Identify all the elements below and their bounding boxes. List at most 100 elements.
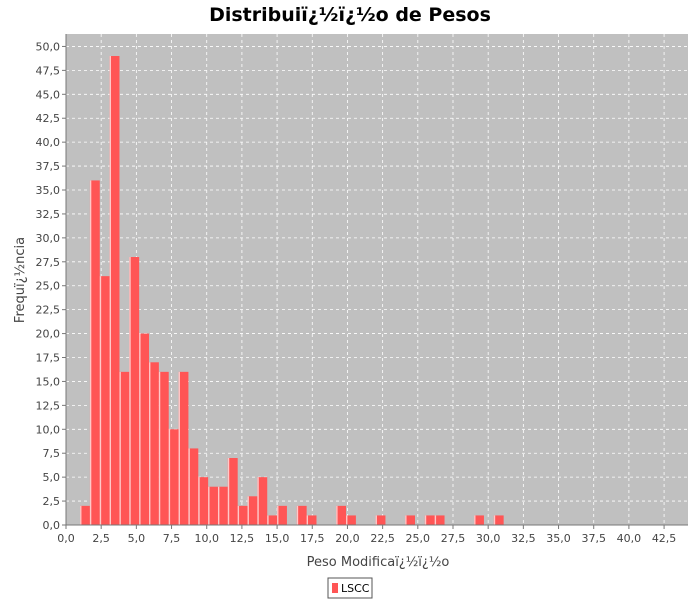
y-tick-label: 42,5	[36, 112, 61, 125]
bar-highlight	[89, 180, 92, 525]
bar-highlight	[277, 505, 279, 525]
histogram-bar	[493, 515, 504, 525]
histogram-bar	[168, 429, 179, 525]
bars	[80, 56, 504, 526]
bar-highlight	[434, 515, 437, 525]
bar-highlight	[257, 477, 259, 525]
x-tick-label: 42,5	[652, 532, 677, 545]
x-axis-label: Peso Modificaï¿½ï¿½o	[307, 555, 450, 570]
histogram-bar	[405, 515, 415, 525]
bar-highlight	[336, 505, 338, 525]
bar-fill	[277, 505, 287, 525]
histogram-bar	[237, 505, 248, 525]
x-tick-label: 5,0	[128, 532, 146, 545]
bar-fill	[129, 257, 140, 525]
bar-highlight	[474, 515, 476, 525]
histogram-bar	[277, 505, 287, 525]
bar-highlight	[80, 505, 82, 525]
histogram-bar	[296, 505, 307, 525]
bar-fill	[247, 496, 258, 525]
histogram-bar	[267, 515, 278, 525]
bar-fill	[424, 515, 435, 525]
x-tick-label: 7,5	[163, 532, 181, 545]
bar-highlight	[198, 477, 200, 525]
y-tick-label: 47,5	[36, 64, 61, 77]
y-tick-label: 32,5	[36, 208, 61, 221]
x-tick-label: 15,0	[265, 532, 290, 545]
bar-fill	[217, 486, 228, 525]
histogram-bar	[208, 486, 218, 525]
y-tick-label: 30,0	[36, 232, 61, 245]
histogram-bar	[198, 477, 209, 525]
y-tick-label: 17,5	[36, 352, 61, 365]
bar-highlight	[493, 515, 496, 525]
y-tick-label: 5,0	[43, 471, 61, 484]
axes: 0,0 2,5 5,0 7,5 10,0 12,5 15,0 17,5 20,0 22,5 25,0…	[36, 34, 688, 545]
bar-fill	[296, 505, 307, 525]
bar-fill	[336, 505, 347, 525]
bar-highlight	[149, 362, 151, 525]
y-tick-label: 0,0	[43, 519, 61, 532]
y-tick-label: 40,0	[36, 136, 61, 149]
legend: LSCC	[327, 577, 373, 599]
bar-highlight	[188, 448, 190, 525]
bar-fill	[89, 180, 100, 525]
x-tick-label: 12,5	[230, 532, 255, 545]
legend-swatch	[332, 583, 338, 593]
x-tick-label: 17,5	[300, 532, 325, 545]
bar-fill	[198, 477, 209, 525]
bar-fill	[188, 448, 199, 525]
bar-fill	[158, 371, 169, 525]
bar-fill	[493, 515, 504, 525]
bar-fill	[237, 505, 248, 525]
histogram-bar	[89, 180, 100, 525]
y-tick-label: 2,5	[43, 495, 61, 508]
x-tick-label: 32,5	[511, 532, 536, 545]
histogram-bar	[178, 371, 189, 525]
bar-highlight	[109, 56, 112, 526]
bar-highlight	[119, 371, 121, 525]
bar-highlight	[208, 486, 210, 525]
bar-highlight	[424, 515, 427, 525]
chart-title: Distribuiï¿½ï¿½o de Pesos	[209, 4, 491, 26]
y-tick-label: 22,5	[36, 304, 61, 317]
bar-fill	[474, 515, 484, 525]
histogram-bar	[99, 276, 110, 525]
histogram-bar	[80, 505, 90, 525]
bar-fill	[405, 515, 415, 525]
histogram-bar	[158, 371, 169, 525]
x-tick-label: 37,5	[581, 532, 606, 545]
bar-fill	[109, 56, 120, 526]
bar-highlight	[296, 505, 299, 525]
histogram-bar	[217, 486, 228, 525]
bar-fill	[139, 333, 150, 525]
bar-highlight	[158, 371, 161, 525]
y-axis-label: Frequï¿½ncia	[13, 237, 28, 323]
legend-label: LSCC	[341, 582, 370, 595]
bar-highlight	[178, 371, 180, 525]
histogram-bar	[346, 515, 356, 525]
bar-highlight	[129, 257, 131, 525]
y-tick-label: 7,5	[43, 447, 61, 460]
y-tick-label: 12,5	[36, 399, 61, 412]
y-tick-label: 10,0	[36, 423, 61, 436]
y-tick-label: 35,0	[36, 184, 61, 197]
y-tick-label: 15,0	[36, 375, 61, 388]
bar-highlight	[99, 276, 102, 525]
bar-fill	[119, 371, 130, 525]
x-tick-label: 20,0	[335, 532, 360, 545]
histogram-bar	[119, 371, 130, 525]
histogram-bar	[336, 505, 347, 525]
histogram-bar	[129, 257, 140, 525]
bar-highlight	[168, 429, 171, 525]
bar-fill	[168, 429, 179, 525]
histogram-bar	[149, 362, 159, 525]
x-tick-label: 25,0	[406, 532, 431, 545]
histogram-bar	[139, 333, 150, 525]
x-tick-label: 40,0	[617, 532, 642, 545]
y-tick-label: 45,0	[36, 88, 61, 101]
y-tick-label: 25,0	[36, 280, 61, 293]
histogram-bar	[227, 458, 238, 525]
bar-fill	[178, 371, 189, 525]
